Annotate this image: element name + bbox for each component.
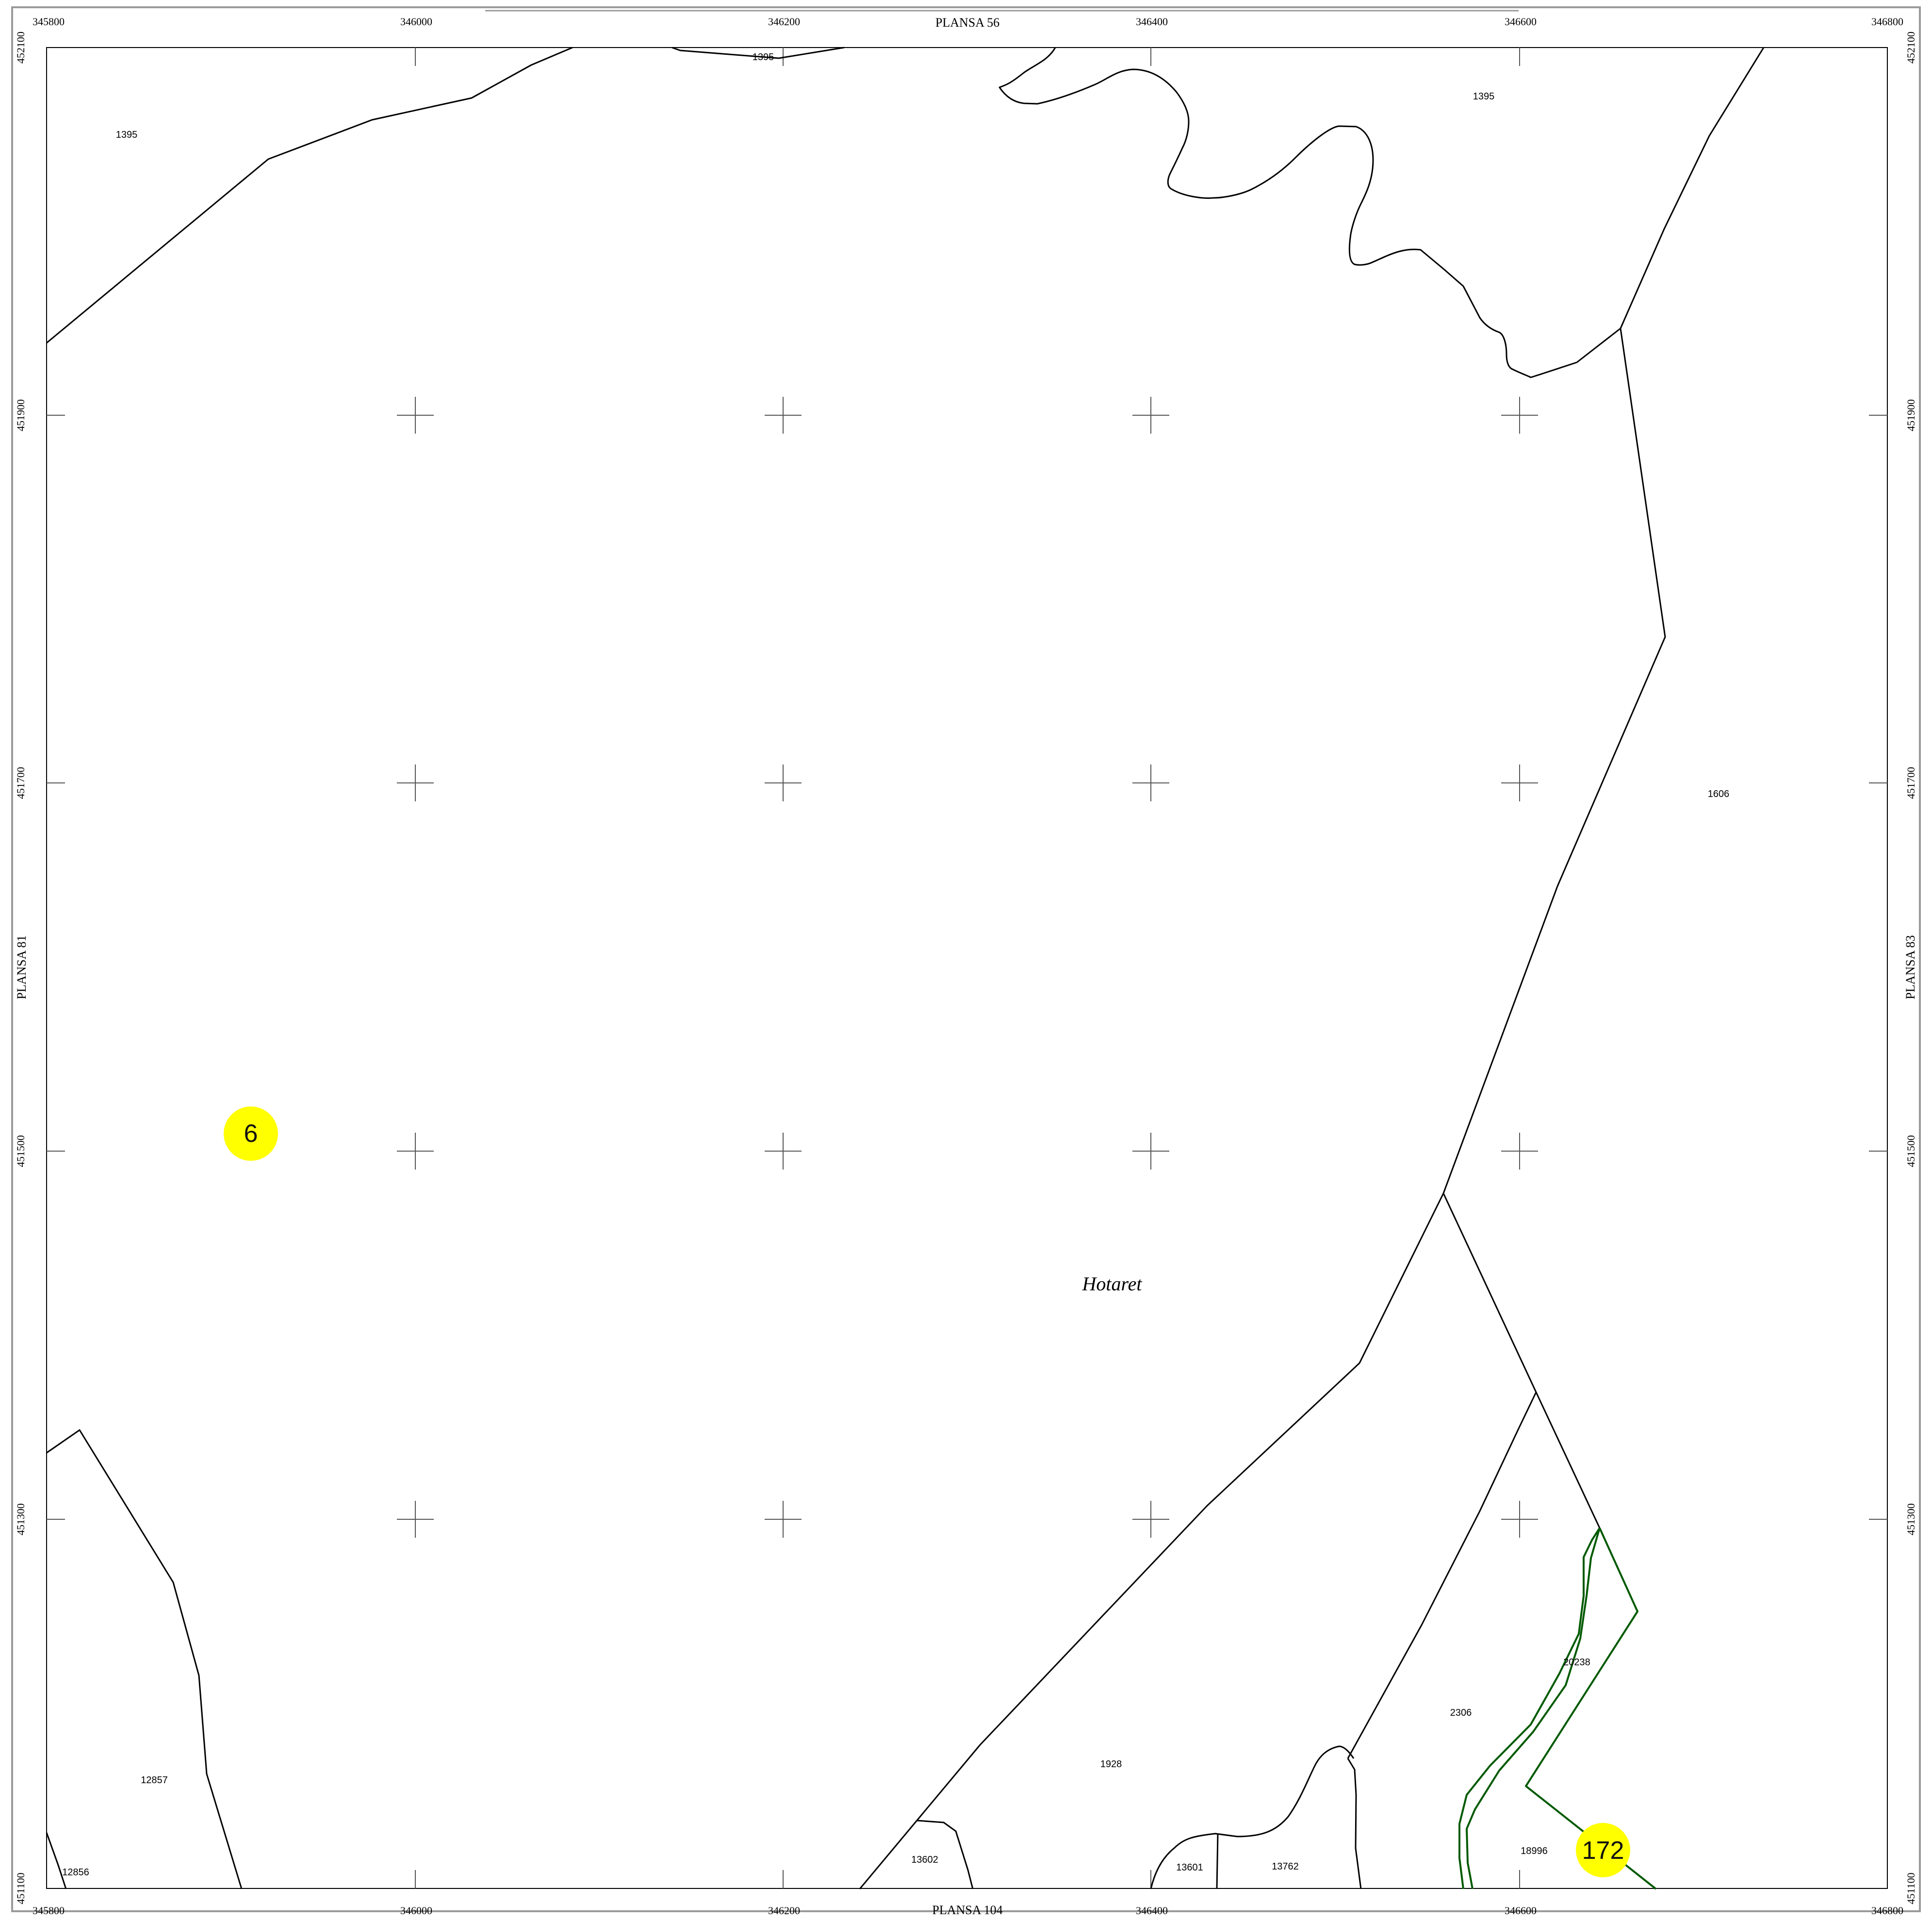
parcel-number-1606: 1606	[1708, 789, 1730, 799]
grid-cross-2	[765, 397, 802, 434]
parcel-number-labels: 1395 1395 1395 1606 20238 2306 1928 1285…	[62, 52, 1729, 1878]
boundary-13601-13762	[1216, 1833, 1219, 1889]
highlight-parcel-inner-line-a	[1466, 1528, 1601, 1889]
grid-cross-12	[1501, 1133, 1538, 1170]
frame-ticks	[47, 48, 1887, 1888]
parcel-number-1395-top: 1395	[753, 52, 774, 63]
x-coord-bottom-0: 345800	[33, 1904, 65, 1917]
marker-6-circle[interactable]	[224, 1106, 278, 1161]
x-coord-bottom-2: 346200	[768, 1904, 800, 1917]
grid-cross-8	[1501, 764, 1538, 801]
grid-cross-5	[397, 764, 434, 801]
boundary-top-small	[671, 47, 845, 59]
parcel-number-12857: 12857	[141, 1775, 168, 1786]
boundary-east-inner	[1442, 1193, 1601, 1529]
parcel-number-13602: 13602	[911, 1854, 938, 1865]
grid-cross-3	[1132, 397, 1169, 434]
parcel-number-13601: 13601	[1176, 1862, 1203, 1873]
grid-cross-10	[765, 1133, 802, 1170]
boundary-inner-2306	[1347, 1392, 1537, 1759]
parcel-number-20238: 20238	[1563, 1657, 1590, 1668]
x-coord-bottom-1: 346000	[400, 1904, 432, 1917]
y-coord-left-0: 452100	[15, 32, 27, 64]
y-coord-right-0: 452100	[1905, 32, 1917, 64]
boundary-east-main	[859, 328, 1666, 1889]
grid-cross-11	[1132, 1133, 1169, 1170]
map-frame	[46, 47, 1888, 1889]
grid-cross-13	[397, 1501, 434, 1538]
grid-cross-9	[397, 1133, 434, 1170]
y-coord-right-1: 451900	[1905, 399, 1917, 431]
sheet-outer-border	[11, 6, 1921, 1912]
highlighted-parcel-20238	[1458, 1527, 1657, 1890]
boundary-northwest	[46, 47, 573, 344]
neighbor-sheet-labels: PLANSA 56 PLANSA 104 PLANSA 81 PLANSA 83	[15, 16, 1917, 1917]
marker-6-label: 6	[244, 1120, 258, 1148]
x-coord-bottom-3: 346400	[1136, 1904, 1168, 1917]
marker-172[interactable]: 172	[1576, 1823, 1630, 1877]
x-coord-top-2: 346200	[768, 16, 800, 28]
x-coordinate-labels-top: 345800 346000 346200 346400 346600 34680…	[33, 16, 1903, 28]
y-coord-right-5: 451100	[1905, 1872, 1917, 1904]
y-coord-right-3: 451500	[1905, 1135, 1917, 1167]
parcel-number-2306: 2306	[1450, 1708, 1472, 1718]
y-coord-right-4: 451300	[1905, 1503, 1917, 1535]
boundary-13762-east	[1347, 1758, 1362, 1889]
marker-172-label: 172	[1582, 1837, 1624, 1865]
parcel-number-12856: 12856	[62, 1867, 89, 1878]
x-coord-top-0: 345800	[33, 16, 65, 28]
y-coord-left-3: 451500	[15, 1135, 27, 1167]
neighbor-sheet-right: PLANSA 83	[1903, 935, 1917, 999]
place-name-label: Hotaret	[1082, 1273, 1143, 1295]
boundary-southwest-b	[46, 1832, 67, 1889]
grid-cross-15	[1132, 1501, 1169, 1538]
grid-cross-6	[765, 764, 802, 801]
x-coordinate-labels-bottom: 345800 346000 346200 346400 346600 34680…	[33, 1904, 1903, 1917]
boundary-northeast	[1620, 47, 1765, 329]
y-coord-left-4: 451300	[15, 1503, 27, 1535]
x-coord-top-4: 346600	[1505, 16, 1537, 28]
parcel-number-1928: 1928	[1100, 1759, 1122, 1770]
boundary-13762-west	[1150, 1745, 1355, 1889]
parcel-number-1395-right: 1395	[1473, 91, 1495, 102]
grid-cross-16	[1501, 1501, 1538, 1538]
parcel-number-1395-left: 1395	[116, 130, 138, 140]
y-coord-left-5: 451100	[15, 1872, 27, 1904]
grid-cross-14	[765, 1501, 802, 1538]
boundary-13602	[917, 1820, 974, 1889]
marker-172-circle[interactable]	[1576, 1823, 1630, 1877]
x-coord-top-5: 346800	[1871, 16, 1903, 28]
y-coordinate-labels-right: 452100 451900 451700 451500 451300 45110…	[1905, 32, 1917, 1904]
marker-6[interactable]: 6	[224, 1106, 278, 1161]
y-coord-left-2: 451700	[15, 767, 27, 799]
highlight-parcel-inner-line-b	[1458, 1527, 1601, 1889]
grid-crosses	[397, 397, 1538, 1538]
x-coord-bottom-4: 346600	[1505, 1904, 1537, 1917]
boundary-river-meander	[999, 47, 1621, 378]
y-coord-left-1: 451900	[15, 399, 27, 431]
x-coord-top-1: 346000	[400, 16, 432, 28]
boundary-southwest-a	[46, 1429, 243, 1889]
parcel-number-13762: 13762	[1272, 1861, 1299, 1872]
x-coord-bottom-5: 346800	[1871, 1904, 1903, 1917]
y-coord-right-2: 451700	[1905, 767, 1917, 799]
grid-cross-7	[1132, 764, 1169, 801]
grid-cross-4	[1501, 397, 1538, 434]
y-coordinate-labels-left: 452100 451900 451700 451500 451300 45110…	[15, 32, 27, 1904]
neighbor-sheet-bottom: PLANSA 104	[932, 1903, 1002, 1917]
neighbor-sheet-left: PLANSA 81	[15, 935, 29, 999]
parcel-number-18996: 18996	[1521, 1846, 1548, 1856]
parcel-boundaries	[46, 47, 1765, 1889]
grid-cross-1	[397, 397, 434, 434]
neighbor-sheet-top: PLANSA 56	[935, 16, 999, 30]
x-coord-top-3: 346400	[1136, 16, 1168, 28]
